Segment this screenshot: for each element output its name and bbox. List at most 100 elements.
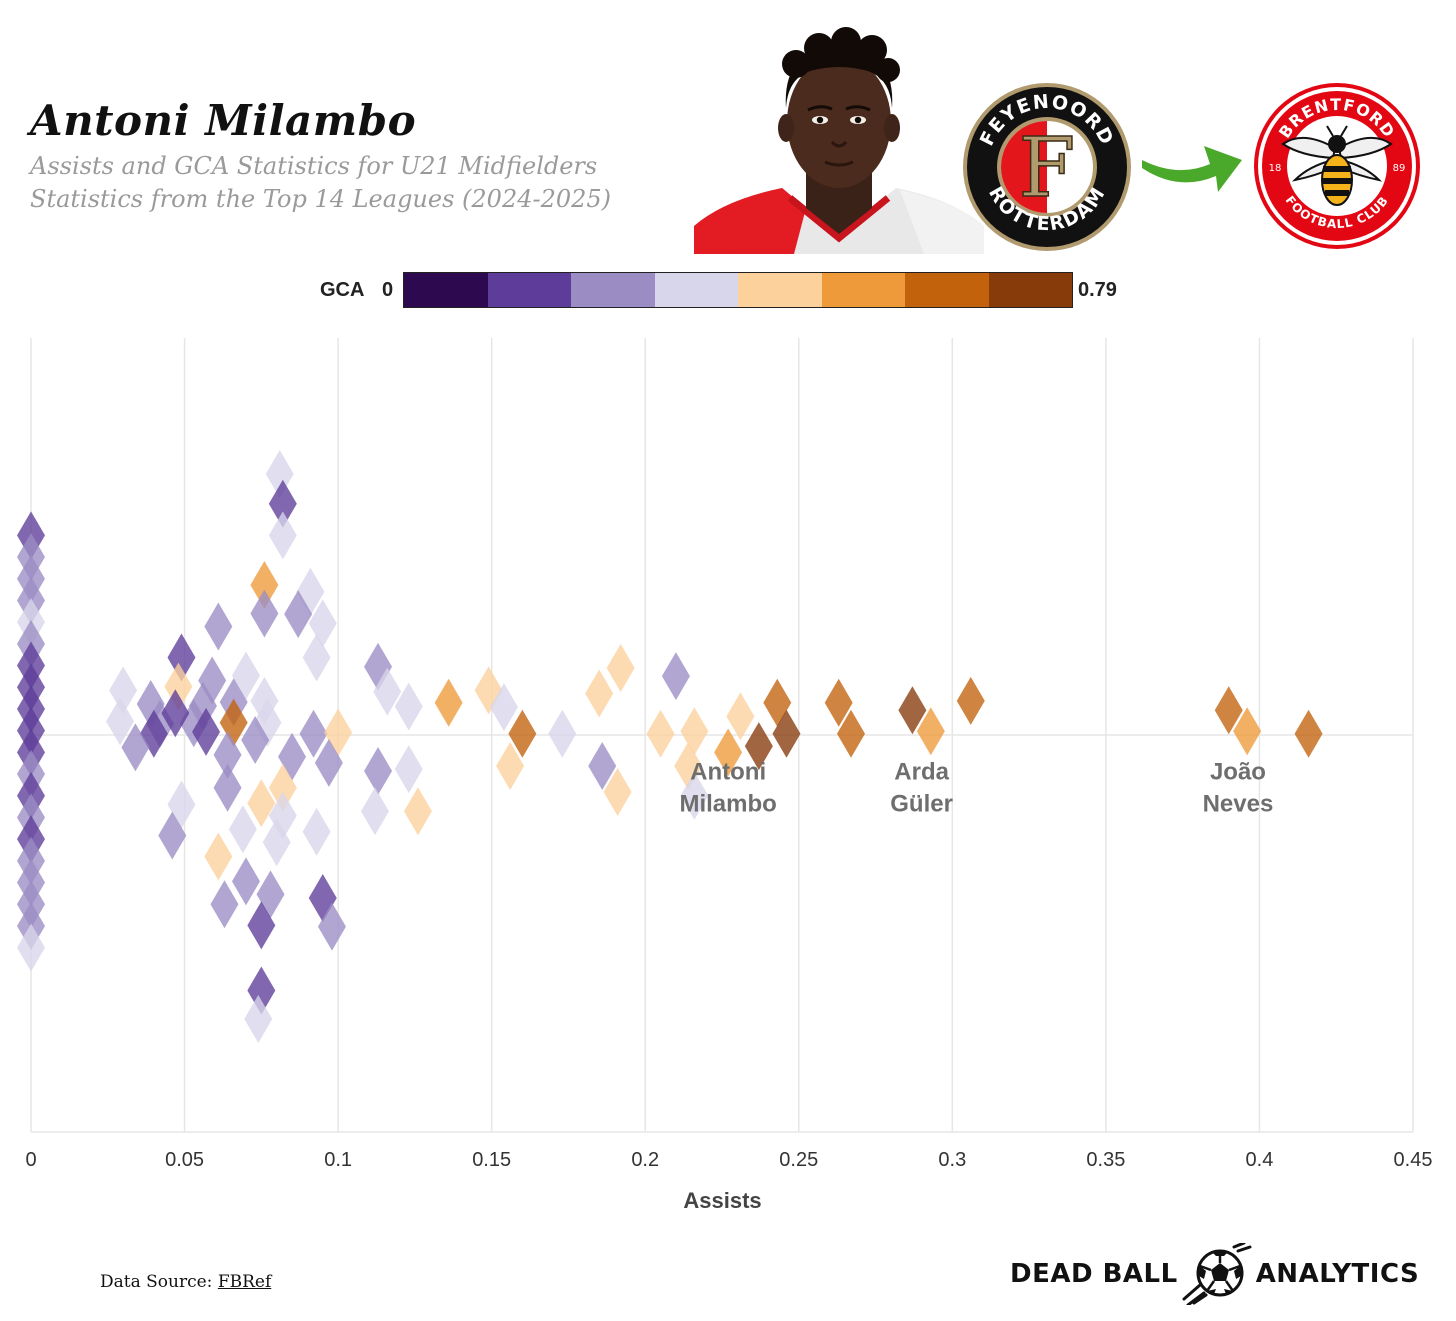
legend-title: GCA — [320, 279, 365, 301]
x-tick-label: 0.2 — [631, 1149, 659, 1171]
data-point[interactable] — [250, 589, 279, 638]
data-point[interactable] — [158, 811, 187, 860]
legend-swatch-2 — [487, 273, 571, 307]
data-point[interactable] — [192, 707, 221, 756]
data-point[interactable] — [17, 923, 45, 972]
data-point[interactable] — [250, 560, 279, 609]
brand-logo: DEAD BALL ANALYTICS — [1010, 1243, 1419, 1305]
data-point[interactable] — [403, 787, 432, 836]
data-point[interactable] — [109, 666, 138, 715]
data-point[interactable] — [916, 707, 945, 756]
data-point[interactable] — [772, 709, 801, 758]
beeswarm-chart: 0 0.05 0.1 0.15 0.2 0.25 0.3 0.35 0.4 0.45 Antoni M… — [0, 320, 1456, 1240]
data-point[interactable] — [744, 722, 773, 771]
x-tick-label: 0.1 — [324, 1149, 352, 1171]
data-point[interactable] — [956, 676, 985, 725]
data-point[interactable] — [314, 738, 343, 787]
data-point[interactable] — [161, 689, 190, 738]
legend-min-label: 0 — [382, 279, 394, 301]
data-point[interactable] — [585, 669, 614, 718]
data-point[interactable] — [262, 818, 291, 867]
data-point[interactable] — [247, 966, 276, 1015]
data-point[interactable] — [265, 449, 294, 498]
data-point[interactable] — [244, 994, 273, 1043]
data-point[interactable] — [284, 590, 313, 639]
data-source-link[interactable]: FBRef — [217, 1272, 272, 1292]
data-point[interactable] — [268, 479, 297, 528]
data-point[interactable] — [714, 728, 743, 777]
color-legend: GCA 0 0.79 — [0, 270, 1456, 310]
data-point[interactable] — [204, 832, 233, 881]
data-point[interactable] — [247, 779, 276, 828]
data-point[interactable] — [588, 742, 617, 790]
data-point[interactable] — [360, 787, 389, 836]
data-point[interactable] — [646, 709, 675, 758]
soccer-ball-icon — [1182, 1243, 1252, 1305]
data-point[interactable] — [228, 805, 257, 854]
svg-text:F: F — [1019, 121, 1076, 216]
data-point[interactable] — [489, 683, 518, 732]
data-point[interactable] — [1233, 707, 1262, 756]
brand-text-left: DEAD BALL — [1010, 1259, 1178, 1289]
data-point[interactable] — [213, 730, 242, 779]
x-tick-label: 0.05 — [165, 1149, 204, 1171]
data-point[interactable] — [121, 723, 150, 772]
player-annotation: João Neves — [1203, 759, 1274, 818]
data-point[interactable] — [210, 880, 239, 929]
data-point[interactable] — [836, 709, 865, 758]
data-point[interactable] — [324, 708, 353, 757]
x-tick-label: 0.3 — [938, 1149, 966, 1171]
feyenoord-logo: F FEYENOORD ROTTERDAM — [962, 82, 1132, 252]
x-tick-label: 0.25 — [779, 1149, 818, 1171]
data-point[interactable] — [317, 902, 346, 951]
legend-color-bar — [403, 272, 1073, 308]
data-point[interactable] — [394, 745, 423, 794]
data-point[interactable] — [434, 678, 463, 727]
legend-swatch-1 — [404, 273, 488, 307]
data-point[interactable] — [661, 652, 690, 701]
data-point[interactable] — [603, 768, 632, 817]
legend-max-label: 0.79 — [1078, 279, 1117, 301]
data-point[interactable] — [898, 686, 927, 735]
chart-title: Antoni Milambo — [30, 96, 417, 145]
legend-swatch-3 — [571, 273, 655, 307]
player-annotation-line1: Arda — [894, 759, 949, 786]
data-point[interactable] — [496, 742, 525, 790]
x-tick-label: 0.15 — [472, 1149, 511, 1171]
data-point[interactable] — [268, 763, 297, 812]
data-point[interactable] — [302, 633, 331, 682]
data-point[interactable] — [548, 709, 577, 758]
data-point[interactable] — [364, 746, 393, 795]
chart-plot-area: 0 0.05 0.1 0.15 0.2 0.25 0.3 0.35 0.4 0.45 Antoni M… — [17, 338, 1433, 1171]
data-point[interactable] — [1294, 709, 1323, 758]
data-point[interactable] — [247, 901, 276, 950]
player-annotation: Antoni Milambo — [679, 759, 776, 818]
data-point[interactable] — [394, 682, 423, 731]
data-source: Data Source: FBRef — [100, 1272, 271, 1292]
data-point[interactable] — [106, 697, 135, 746]
x-tick-label: 0.45 — [1394, 1149, 1433, 1171]
data-point[interactable] — [213, 763, 242, 812]
data-point[interactable] — [308, 599, 337, 648]
data-point[interactable] — [1214, 686, 1243, 735]
data-point[interactable] — [268, 511, 297, 560]
player-annotation: Arda Güler — [890, 759, 953, 818]
x-tick-label: 0.35 — [1086, 1149, 1125, 1171]
data-point[interactable] — [824, 678, 853, 727]
data-point[interactable] — [241, 715, 270, 764]
data-point[interactable] — [231, 857, 260, 906]
data-point[interactable] — [508, 709, 537, 758]
data-source-prefix: Data Source: — [100, 1272, 218, 1292]
data-point[interactable] — [296, 567, 325, 616]
data-point[interactable] — [204, 602, 233, 651]
data-point[interactable] — [606, 644, 635, 693]
data-point[interactable] — [299, 709, 328, 758]
data-point[interactable] — [680, 707, 709, 756]
player-annotation-line1: Antoni — [690, 759, 766, 786]
data-point[interactable] — [680, 771, 709, 820]
data-point[interactable] — [373, 667, 402, 716]
data-point[interactable] — [726, 692, 755, 741]
data-point[interactable] — [302, 807, 331, 856]
legend-swatch-8 — [988, 273, 1072, 307]
data-point[interactable] — [250, 676, 279, 725]
